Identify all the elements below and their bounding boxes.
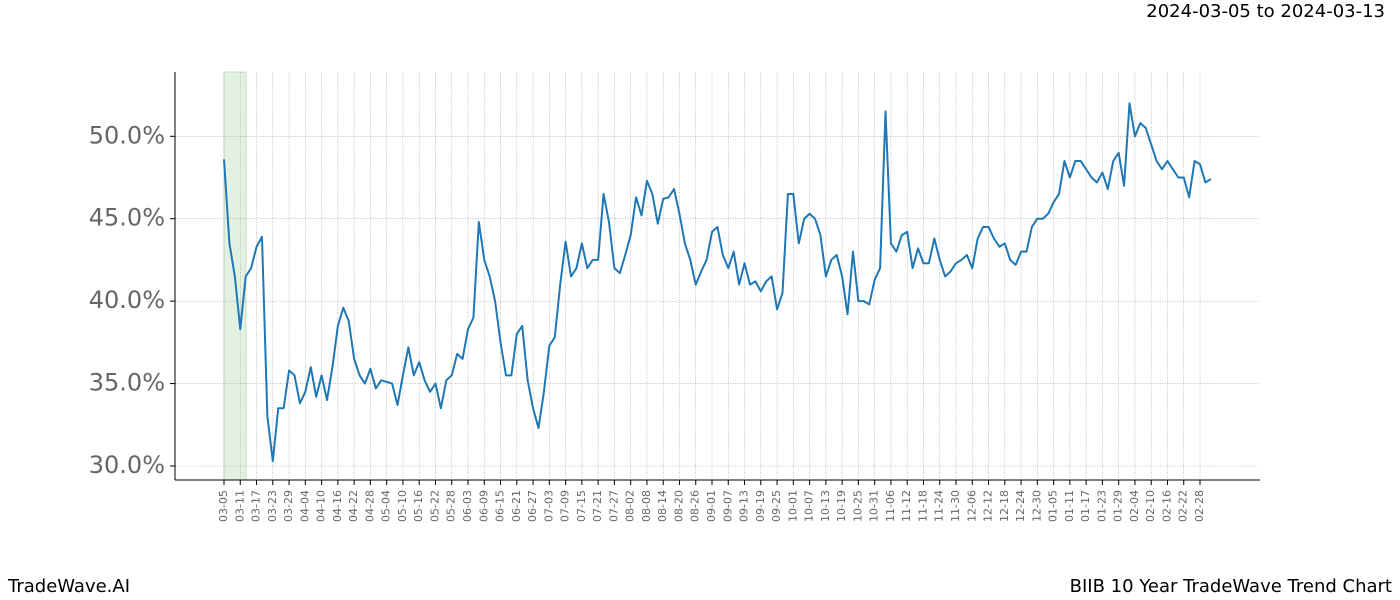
x-tick-label: 04-28 bbox=[363, 490, 376, 522]
x-tick-label: 09-19 bbox=[754, 490, 767, 522]
x-tick-label: 11-24 bbox=[933, 490, 946, 522]
y-tick-label: 45.0% bbox=[89, 204, 165, 232]
y-tick-label: 40.0% bbox=[89, 286, 165, 314]
x-tick-label: 09-25 bbox=[770, 490, 783, 522]
x-tick-label: 12-06 bbox=[965, 490, 978, 522]
x-tick-label: 10-13 bbox=[819, 490, 832, 522]
x-tick-label: 03-05 bbox=[217, 490, 230, 522]
x-tick-label: 07-09 bbox=[559, 490, 572, 522]
x-tick-label: 10-31 bbox=[868, 490, 881, 522]
x-tick-label: 11-06 bbox=[884, 490, 897, 522]
x-tick-label: 05-28 bbox=[445, 490, 458, 522]
x-tick-label: 01-17 bbox=[1079, 490, 1092, 522]
date-range: 2024-03-05 to 2024-03-13 bbox=[1146, 1, 1385, 22]
x-tick-label: 01-11 bbox=[1063, 490, 1076, 522]
x-tick-label: 04-16 bbox=[331, 490, 344, 522]
x-tick-label: 02-16 bbox=[1160, 490, 1173, 522]
x-tick-label: 07-27 bbox=[607, 490, 620, 522]
y-tick-label: 30.0% bbox=[89, 451, 165, 479]
x-tick-label: 06-21 bbox=[510, 490, 523, 522]
x-tick-label: 05-10 bbox=[396, 490, 409, 522]
x-tick-label: 06-27 bbox=[526, 490, 539, 522]
marks bbox=[223, 102, 1212, 463]
x-tick-label: 02-22 bbox=[1177, 490, 1190, 522]
x-tick-label: 01-29 bbox=[1112, 490, 1125, 522]
chart-title: BIIB 10 Year TradeWave Trend Chart bbox=[1070, 576, 1392, 597]
x-tick-label: 10-07 bbox=[803, 490, 816, 522]
x-tick-label: 07-21 bbox=[591, 490, 604, 522]
x-tick-label: 05-22 bbox=[428, 490, 441, 522]
x-tick-label: 09-01 bbox=[705, 490, 718, 522]
x-tick-label: 11-18 bbox=[916, 490, 929, 522]
watermark: TradeWave.AI bbox=[7, 576, 130, 597]
x-tick-label: 02-10 bbox=[1144, 490, 1157, 522]
x-tick-label: 08-20 bbox=[672, 490, 685, 522]
x-tick-label: 04-04 bbox=[298, 490, 311, 522]
x-tick-label: 07-15 bbox=[575, 490, 588, 522]
x-tick-label: 03-11 bbox=[233, 490, 246, 522]
x-tick-label: 09-13 bbox=[738, 490, 751, 522]
x-tick-label: 11-12 bbox=[900, 490, 913, 522]
x-tick-label: 08-02 bbox=[624, 490, 637, 522]
x-tick-label: 03-23 bbox=[266, 490, 279, 522]
x-tick-label: 11-30 bbox=[949, 490, 962, 522]
x-tick-label: 06-15 bbox=[494, 490, 507, 522]
x-tick-label: 08-08 bbox=[640, 490, 653, 522]
x-tick-label: 01-05 bbox=[1047, 490, 1060, 522]
x-tick-label: 12-24 bbox=[1014, 490, 1027, 522]
x-tick-label: 10-25 bbox=[851, 490, 864, 522]
x-tick-label: 08-14 bbox=[656, 490, 669, 522]
x-tick-label: 10-01 bbox=[786, 490, 799, 522]
x-tick-label: 12-18 bbox=[998, 490, 1011, 522]
x-tick-label: 10-19 bbox=[835, 490, 848, 522]
x-tick-label: 07-03 bbox=[542, 490, 555, 522]
x-tick-label: 12-30 bbox=[1030, 490, 1043, 522]
y-tick-label: 50.0% bbox=[89, 121, 165, 149]
x-tick-label: 05-04 bbox=[380, 490, 393, 522]
x-tick-label: 02-04 bbox=[1128, 490, 1141, 522]
trend-line bbox=[223, 102, 1212, 463]
x-tick-label: 01-23 bbox=[1095, 490, 1108, 522]
x-tick-label: 02-28 bbox=[1193, 490, 1206, 522]
x-tick-label: 03-29 bbox=[282, 490, 295, 522]
x-tick-label: 09-07 bbox=[721, 490, 734, 522]
x-tick-label: 08-26 bbox=[689, 490, 702, 522]
x-tick-label: 06-09 bbox=[477, 490, 490, 522]
x-tick-label: 06-03 bbox=[461, 490, 474, 522]
x-tick-label: 04-10 bbox=[315, 490, 328, 522]
x-tick-label: 03-17 bbox=[250, 490, 263, 522]
x-tick-label: 05-16 bbox=[412, 490, 425, 522]
x-tick-label: 12-12 bbox=[982, 490, 995, 522]
x-tick-label: 04-22 bbox=[347, 490, 360, 522]
y-tick-label: 35.0% bbox=[89, 369, 165, 397]
grid bbox=[175, 72, 1260, 480]
